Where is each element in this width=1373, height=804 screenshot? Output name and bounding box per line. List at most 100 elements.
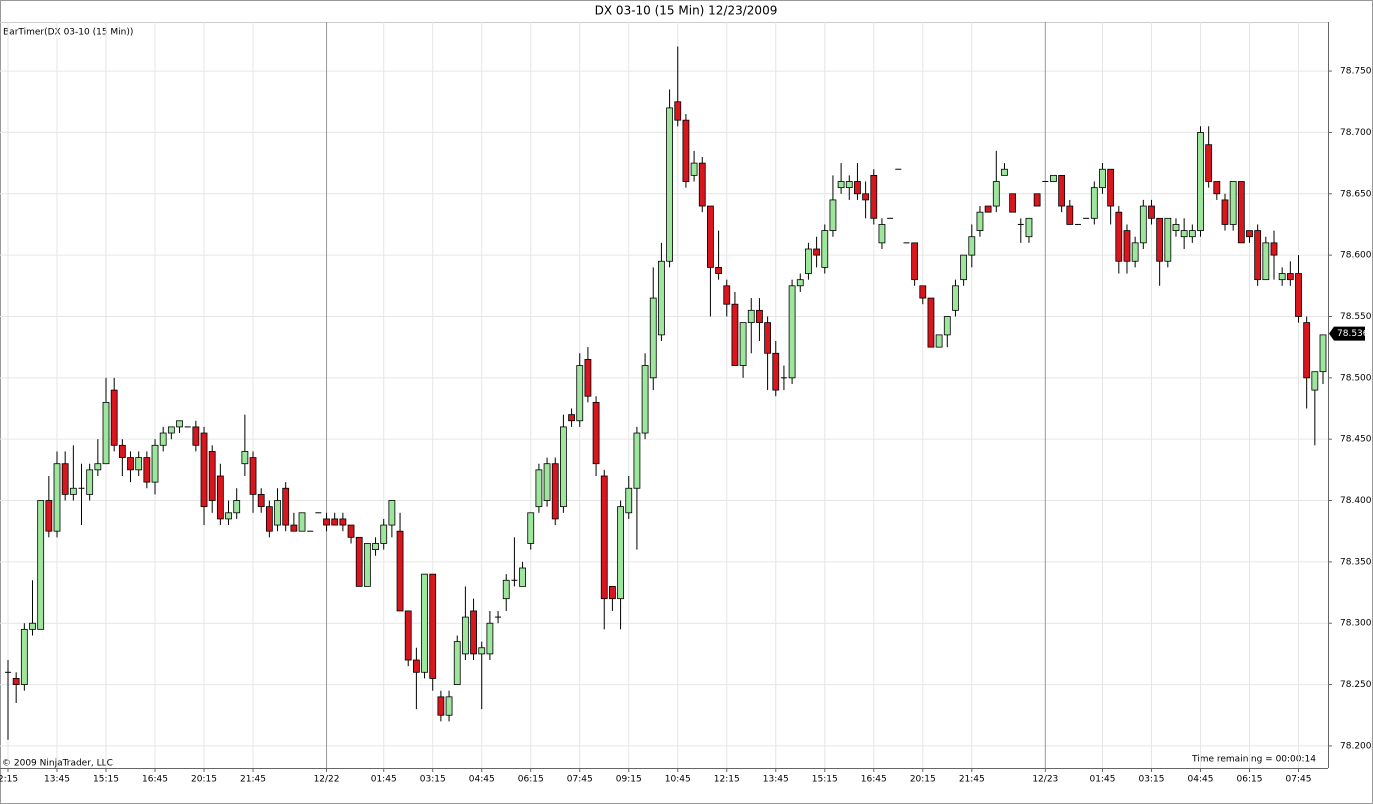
y-tick-label: 78.650 — [1340, 189, 1372, 199]
x-tick-label: 13:45 — [763, 775, 789, 785]
candle-body — [1156, 217, 1164, 262]
candle-body — [682, 119, 690, 182]
candle-body — [845, 181, 853, 189]
candle-body — [1229, 181, 1237, 225]
candle-body — [666, 107, 673, 262]
candle-body — [421, 573, 428, 673]
candle-body — [118, 444, 126, 458]
x-tick-label: 01:45 — [1090, 775, 1116, 785]
candle-body — [61, 463, 69, 495]
candle-body — [355, 536, 363, 587]
last-price-label: 78.536 — [1337, 329, 1369, 339]
candle-body — [282, 487, 290, 526]
candle-body — [249, 457, 257, 495]
candle-body — [747, 309, 755, 324]
x-tick-label: 13:45 — [44, 775, 70, 785]
x-tick-label: 12/22 — [314, 775, 340, 785]
candle-body — [960, 254, 968, 281]
x-tick-label: 04:45 — [469, 775, 495, 785]
candle-body — [764, 322, 771, 354]
candle-body — [274, 500, 281, 526]
candle-body — [176, 420, 183, 428]
x-tick-label: 15:15 — [93, 775, 119, 785]
candle-body — [707, 205, 714, 268]
candle-body — [1286, 273, 1294, 281]
candle-body — [1303, 322, 1311, 379]
candle-body — [723, 285, 731, 305]
candle-body — [20, 628, 28, 685]
candle-body — [658, 260, 665, 336]
x-tick-label: 21:45 — [240, 775, 266, 785]
x-tick-label: 16:45 — [861, 775, 887, 785]
x-tick-label: 15:15 — [812, 775, 838, 785]
candle-body — [437, 696, 445, 716]
candle-body — [94, 463, 102, 471]
candle-body — [323, 518, 330, 526]
candle-body — [404, 610, 412, 661]
candle-body — [363, 543, 371, 587]
candle-body — [796, 279, 804, 287]
candle-body — [461, 616, 469, 655]
candle-body — [1058, 174, 1066, 207]
x-tick-label: 2:15 — [0, 775, 18, 785]
candle-body — [1025, 217, 1033, 238]
candle-body — [453, 641, 461, 685]
candle-body — [1237, 181, 1245, 244]
candle-body — [192, 426, 200, 446]
x-tick-label: 10:45 — [665, 775, 691, 785]
candle-body — [568, 414, 575, 422]
candle-body — [813, 248, 821, 256]
x-tick-label: 03:15 — [1139, 775, 1165, 785]
x-tick-label: 20:15 — [191, 775, 217, 785]
candle-body — [633, 432, 641, 489]
candle-body — [339, 518, 347, 526]
y-tick-label: 78.500 — [1340, 373, 1372, 383]
candle-body — [821, 230, 829, 268]
candle-body — [1221, 199, 1229, 225]
candle-body — [37, 500, 45, 630]
candle-body — [698, 162, 706, 207]
candle-body — [1197, 132, 1204, 231]
chart-title: DX 03-10 (15 Min) 12/23/2009 — [595, 4, 778, 18]
candle-body — [772, 352, 780, 391]
x-tick-label: 06:15 — [1237, 775, 1263, 785]
candle-body — [617, 506, 624, 600]
y-tick-label: 78.750 — [1340, 67, 1372, 77]
candle-body — [870, 174, 878, 219]
candle-body — [829, 199, 837, 231]
candle-body — [1107, 168, 1115, 207]
candle-body — [200, 432, 208, 508]
x-tick-label: 12/23 — [1032, 775, 1058, 785]
candle-body — [225, 512, 232, 520]
candle-body — [478, 647, 486, 655]
y-tick-label: 78.400 — [1340, 496, 1372, 506]
candle-body — [298, 512, 306, 532]
candle-body — [943, 316, 951, 336]
x-tick-label: 07:45 — [567, 775, 593, 785]
candle-body — [984, 205, 992, 213]
candle-body — [1115, 211, 1123, 262]
candle-body — [347, 524, 355, 538]
x-tick-label: 07:45 — [1286, 775, 1312, 785]
y-tick-label: 78.450 — [1340, 435, 1372, 445]
candle-body — [837, 181, 845, 189]
candle-body — [127, 457, 134, 471]
candle-body — [952, 285, 959, 311]
candle-body — [257, 493, 265, 508]
candle-body — [1246, 230, 1253, 238]
candle-body — [968, 236, 976, 256]
candle-body — [372, 543, 379, 550]
candle-body — [1164, 217, 1172, 262]
candle-body — [1205, 144, 1213, 182]
candle-body — [519, 567, 526, 587]
candle-body — [1009, 193, 1017, 213]
candle-body — [470, 610, 477, 655]
candle-body — [396, 530, 404, 612]
candle-body — [502, 579, 510, 600]
candle-body — [102, 401, 110, 465]
candle-body — [1180, 230, 1188, 238]
candle-body — [241, 451, 249, 465]
candle-body — [527, 512, 535, 544]
candle-body — [535, 469, 543, 508]
candle-body — [69, 487, 77, 495]
